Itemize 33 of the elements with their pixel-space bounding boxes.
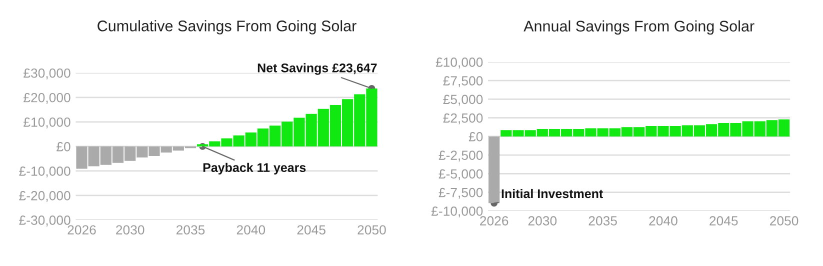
- x-tick-label: 2050: [358, 225, 386, 235]
- y-tick-label: £7,500: [443, 76, 483, 88]
- x-tick-label: 2026: [68, 225, 96, 235]
- y-tick-label: £-5,000: [438, 169, 483, 180]
- y-tick-label: £10,000: [24, 117, 70, 128]
- y-tick-label: £-2,500: [438, 150, 483, 162]
- y-tick-label: £-10,000: [19, 166, 70, 178]
- y-tick-label: £0: [56, 142, 70, 152]
- x-tick-label: 2040: [236, 225, 266, 235]
- y-tick-label: £0: [468, 132, 483, 142]
- y-tick-label: £30,000: [24, 68, 70, 80]
- chart-title: Annual Savings From Going Solar: [524, 20, 754, 35]
- y-tick-label: £5,000: [443, 94, 483, 106]
- y-tick-label: £10,000: [436, 58, 483, 68]
- x-tick-label: 2035: [588, 216, 617, 226]
- x-tick-label: 2035: [176, 225, 205, 235]
- x-tick-label: 2026: [480, 216, 508, 226]
- x-tick-label: 2050: [770, 216, 798, 226]
- y-tick-label: £2,500: [443, 113, 483, 124]
- y-tick-label: £-7,500: [438, 188, 483, 199]
- annotation: Net Savings £23,647: [258, 63, 377, 75]
- y-tick-label: £-30,000: [19, 216, 70, 226]
- annotation: Initial Investment: [502, 188, 603, 198]
- x-tick-label: 2045: [297, 225, 326, 235]
- x-tick-label: 2030: [528, 216, 557, 226]
- y-tick-label: £-10,000: [431, 206, 483, 218]
- y-tick-label: £-20,000: [19, 191, 70, 202]
- chart-title: Cumulative Savings From Going Solar: [98, 20, 356, 34]
- x-tick-label: 2045: [710, 216, 738, 226]
- x-tick-label: 2040: [649, 216, 678, 226]
- x-tick-label: 2030: [116, 225, 144, 235]
- annotation: Payback 11 years: [203, 162, 306, 174]
- y-tick-label: £20,000: [24, 92, 70, 104]
